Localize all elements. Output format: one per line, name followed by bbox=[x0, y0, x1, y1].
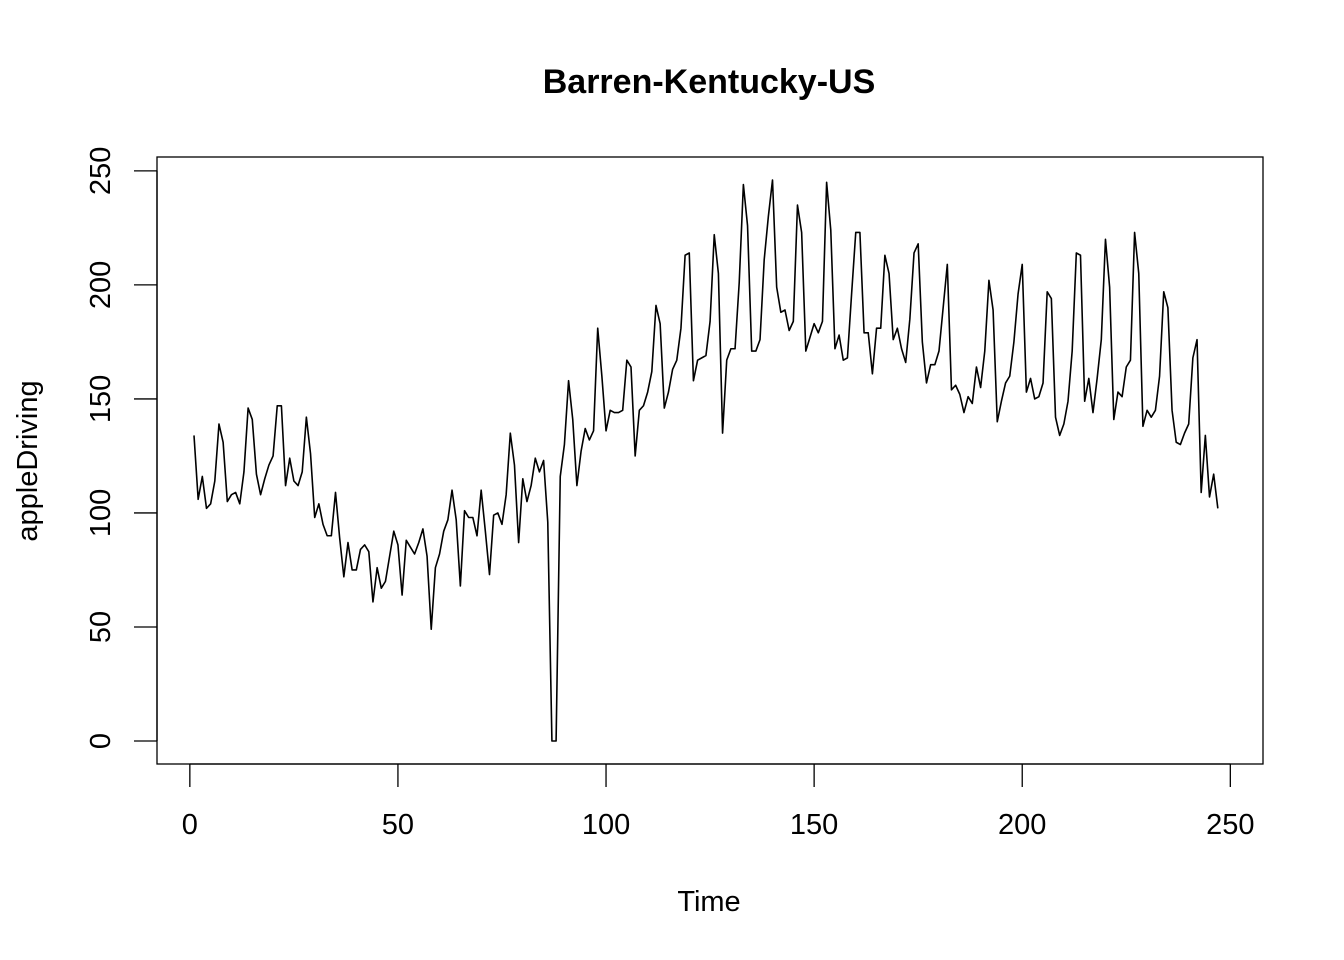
x-tick-label: 50 bbox=[382, 809, 414, 841]
y-tick-label: 100 bbox=[85, 489, 117, 537]
y-tick-label: 50 bbox=[85, 611, 117, 643]
y-axis-label: appleDriving bbox=[12, 380, 44, 541]
x-tick-label: 250 bbox=[1206, 809, 1254, 841]
y-tick-label: 200 bbox=[85, 261, 117, 309]
y-tick-label: 150 bbox=[85, 375, 117, 423]
x-tick-label: 100 bbox=[582, 809, 630, 841]
x-tick-label: 0 bbox=[182, 809, 198, 841]
y-tick-label: 250 bbox=[85, 147, 117, 195]
chart-title: Barren-Kentucky-US bbox=[543, 63, 876, 101]
x-axis-label: Time bbox=[677, 886, 740, 918]
y-axis: 0 50 100 150 200 250 bbox=[85, 147, 158, 749]
x-tick-label: 200 bbox=[998, 809, 1046, 841]
x-tick-label: 150 bbox=[790, 809, 838, 841]
series-line-appledriving bbox=[193, 179, 1219, 742]
x-axis: 0 50 100 150 200 250 bbox=[182, 763, 1255, 841]
y-tick-label: 0 bbox=[85, 733, 117, 749]
